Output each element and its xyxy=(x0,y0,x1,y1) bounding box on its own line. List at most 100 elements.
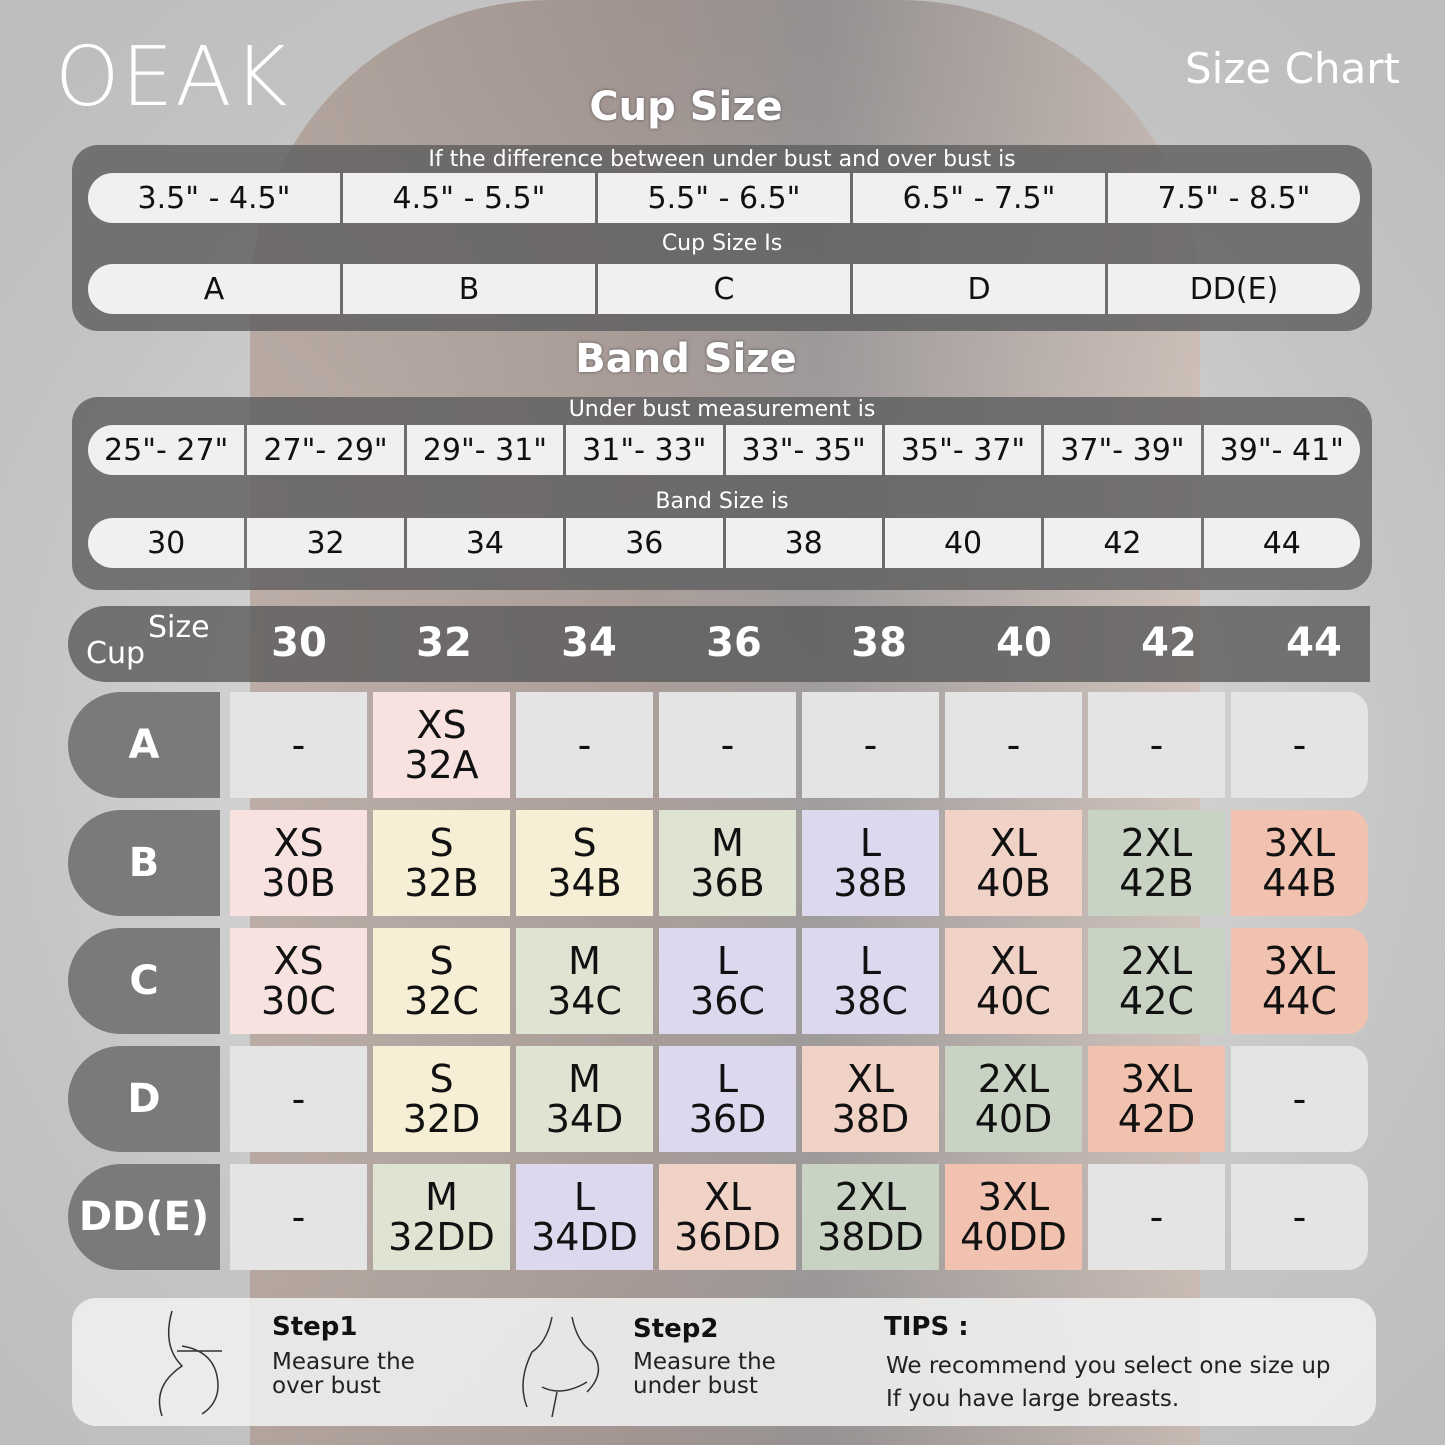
size-cell-text: 2XL xyxy=(1120,939,1193,983)
size-cell: 3XL 42D xyxy=(1088,1046,1225,1152)
band-range-row: 25"- 27" 27"- 29" 29"- 31" 31"- 33" 33"- 35"… xyxy=(88,425,1360,475)
pill-cell: D xyxy=(853,264,1105,314)
size-cell-text: - xyxy=(863,723,878,767)
pill-cell: 37"- 39" xyxy=(1044,425,1201,475)
size-cell: L 36D xyxy=(659,1046,796,1152)
size-cell-text: 38B xyxy=(833,861,908,905)
size-cell-text: XS xyxy=(273,939,324,983)
pill-cell: 30 xyxy=(88,518,245,568)
over-bust-illustration-icon xyxy=(158,1310,222,1417)
size-cell-text: 32DD xyxy=(388,1215,495,1259)
size-cell: XS 32A xyxy=(373,692,510,798)
measure-tips-panel: Step1 Measure the over bust Step2 Measur… xyxy=(72,1298,1376,1426)
cup-range-row: 3.5" - 4.5" 4.5" - 5.5" 5.5" - 6.5" 6.5" - … xyxy=(88,173,1360,223)
size-cell-text: 2XL xyxy=(834,1175,907,1219)
size-cell-text: - xyxy=(577,723,592,767)
pill-cell: C xyxy=(598,264,850,314)
size-cell-text: M xyxy=(711,821,744,865)
size-cell: M 34D xyxy=(516,1046,653,1152)
size-cell-text: - xyxy=(1149,723,1164,767)
size-cell-text: 32D xyxy=(402,1097,481,1141)
pill-cell: 38 xyxy=(725,518,882,568)
size-cell: L 38C xyxy=(802,928,939,1034)
size-cell: - xyxy=(659,692,796,798)
pill-cell: 36 xyxy=(566,518,723,568)
step1-text: Measure the over bust xyxy=(272,1349,415,1399)
size-cell: - xyxy=(802,692,939,798)
band-caption: Under bust measurement is xyxy=(568,397,876,422)
size-cell: - xyxy=(230,692,367,798)
size-cell-text: 42D xyxy=(1117,1097,1196,1141)
size-cell-text: XL xyxy=(703,1175,752,1219)
column-header: 44 xyxy=(1286,620,1342,666)
size-cell-text: 38C xyxy=(833,979,908,1023)
size-cell-text: - xyxy=(1292,723,1307,767)
size-cell-text: M xyxy=(425,1175,458,1219)
size-cell: - xyxy=(1231,1046,1368,1152)
size-cell-text: S xyxy=(572,821,597,865)
size-cell: S 34B xyxy=(516,810,653,916)
page-title: Size Chart xyxy=(1185,44,1400,93)
band-caption-2: Band Size is xyxy=(655,489,789,514)
pill-cell: B xyxy=(343,264,595,314)
size-cell: S 32D xyxy=(373,1046,510,1152)
cup-size-panel: If the difference between under bust and… xyxy=(72,145,1372,331)
size-cell: 2XL 38DD xyxy=(802,1164,939,1270)
size-cell-text: 36D xyxy=(688,1097,767,1141)
size-cell-text: 3XL xyxy=(1120,1057,1193,1101)
size-cell-text: 32A xyxy=(404,743,479,787)
size-cell-text: 42B xyxy=(1119,861,1194,905)
step2-title: Step2 xyxy=(633,1314,719,1344)
column-header: 38 xyxy=(851,620,907,666)
column-header: 42 xyxy=(1141,620,1197,666)
pill-cell: 31"- 33" xyxy=(566,425,723,475)
size-cell-text: 30C xyxy=(261,979,336,1023)
corner-cup-label: Cup xyxy=(86,636,146,671)
size-cell: XL 40C xyxy=(945,928,1082,1034)
size-cell-text: L xyxy=(716,939,739,983)
size-cell: 3XL 44C xyxy=(1231,928,1368,1034)
size-cell-text: 42C xyxy=(1119,979,1194,1023)
size-cell: - xyxy=(516,692,653,798)
size-cell-text: - xyxy=(291,1077,306,1121)
size-cell: M 32DD xyxy=(373,1164,510,1270)
cup-row-label: A xyxy=(68,692,220,798)
pill-cell: 44 xyxy=(1203,518,1360,568)
size-cell: S 32C xyxy=(373,928,510,1034)
size-cell: XS 30C xyxy=(230,928,367,1034)
size-cell-text: - xyxy=(291,723,306,767)
size-cell: - xyxy=(945,692,1082,798)
size-cell-text: 34D xyxy=(545,1097,624,1141)
column-header: 36 xyxy=(706,620,762,666)
size-cell: S 32B xyxy=(373,810,510,916)
pill-cell: 3.5" - 4.5" xyxy=(88,173,340,223)
size-cell: M 36B xyxy=(659,810,796,916)
size-cell-text: S xyxy=(429,1057,454,1101)
size-cell-text: 36C xyxy=(690,979,765,1023)
pill-cell: 39"- 41" xyxy=(1203,425,1360,475)
cup-row-label: D xyxy=(68,1046,220,1152)
pill-cell: 33"- 35" xyxy=(725,425,882,475)
size-cell-text: L xyxy=(859,821,882,865)
pill-cell: 5.5" - 6.5" xyxy=(598,173,850,223)
cup-size-heading: Cup Size xyxy=(589,84,783,130)
size-cell: - xyxy=(1088,692,1225,798)
pill-cell: 42 xyxy=(1044,518,1201,568)
size-cell-text: M xyxy=(568,1057,601,1101)
size-cell-text: 40B xyxy=(976,861,1051,905)
size-cell: - xyxy=(1088,1164,1225,1270)
step2-text: Measure the under bust xyxy=(633,1349,776,1399)
brand-logo: OEAK xyxy=(55,30,290,125)
size-cell-text: 38DD xyxy=(817,1215,924,1259)
size-cell-text: - xyxy=(1006,723,1021,767)
pill-cell: 35"- 37" xyxy=(884,425,1042,475)
size-cell-text: XL xyxy=(846,1057,895,1101)
cup-row-label: B xyxy=(68,810,220,916)
size-cell-text: XS xyxy=(416,703,467,747)
size-table-header: Size Cup 30 32 34 36 38 40 42 44 xyxy=(68,606,1370,682)
size-cell-text: 44B xyxy=(1262,861,1337,905)
pill-cell: 40 xyxy=(884,518,1042,568)
size-cell-text: 34C xyxy=(547,979,622,1023)
size-cell-text: S xyxy=(429,939,454,983)
size-cell-text: - xyxy=(720,723,735,767)
